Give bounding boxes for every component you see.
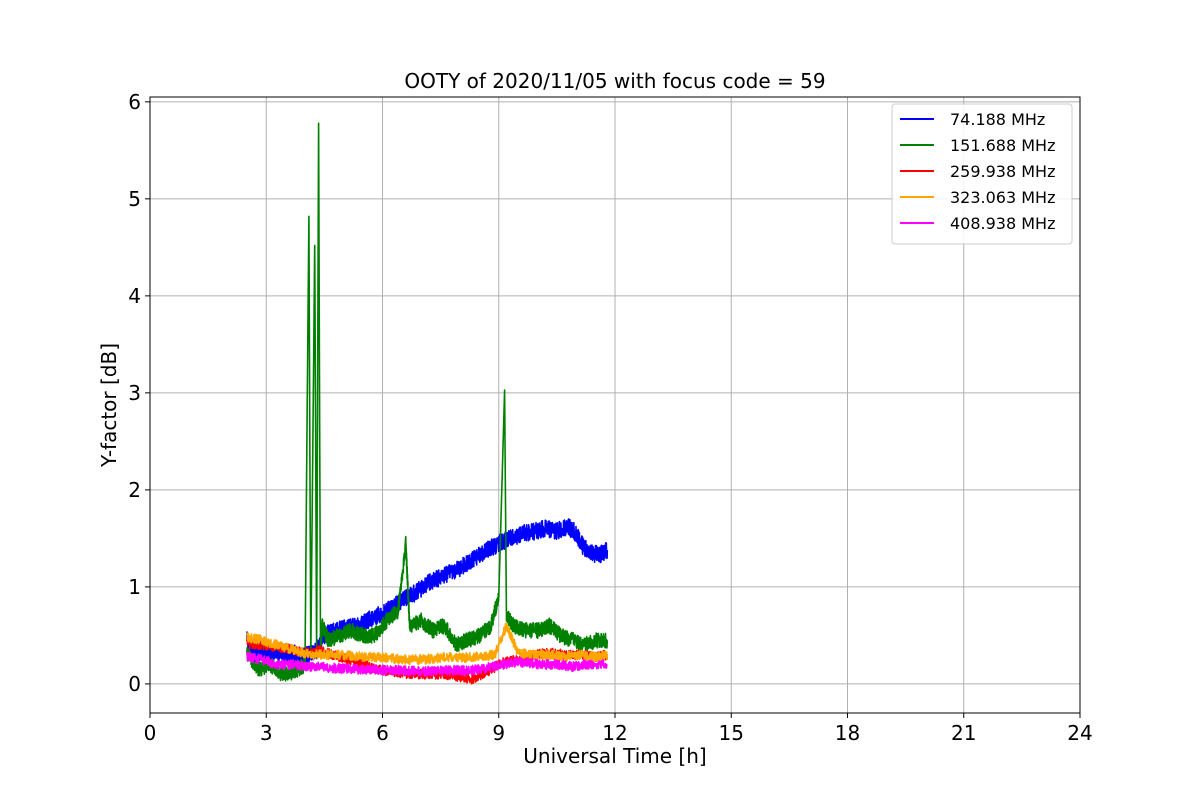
x-tick-label: 0 xyxy=(144,721,157,745)
legend-label: 408.938 MHz xyxy=(950,214,1055,233)
y-tick-label: 5 xyxy=(128,187,141,211)
x-tick-label: 12 xyxy=(602,721,627,745)
series-line-4 xyxy=(246,651,608,677)
legend-label: 323.063 MHz xyxy=(950,188,1055,207)
legend-label: 74.188 MHz xyxy=(950,110,1045,129)
legend: 74.188 MHz 151.688 MHz 259.938 MHz 323.063 … xyxy=(891,103,1073,245)
x-tick-label: 9 xyxy=(492,721,505,745)
y-tick-label: 4 xyxy=(128,284,141,308)
legend-label: 259.938 MHz xyxy=(950,162,1055,181)
legend-label: 151.688 MHz xyxy=(950,136,1055,155)
y-tick-label: 2 xyxy=(128,478,141,502)
series-line-3 xyxy=(246,622,609,666)
x-tick-label: 3 xyxy=(260,721,273,745)
chart-title: OOTY of 2020/11/05 with focus code = 59 xyxy=(404,69,825,93)
y-tick-label: 6 xyxy=(128,90,141,114)
plot-area xyxy=(246,122,609,685)
series-line-1 xyxy=(246,122,609,682)
y-tick-label: 1 xyxy=(128,575,141,599)
x-tick-label: 24 xyxy=(1067,721,1092,745)
legend-box xyxy=(891,103,1073,245)
y-axis-title: Y-factor [dB] xyxy=(97,343,121,468)
x-tick-label: 18 xyxy=(835,721,860,745)
x-tick-label: 6 xyxy=(376,721,389,745)
y-tick-label: 3 xyxy=(128,381,141,405)
series-line-0 xyxy=(246,518,609,666)
x-tick-label: 15 xyxy=(719,721,744,745)
y-tick-label: 0 xyxy=(128,672,141,696)
x-axis-title: Universal Time [h] xyxy=(523,744,706,768)
x-tick-label: 21 xyxy=(951,721,976,745)
